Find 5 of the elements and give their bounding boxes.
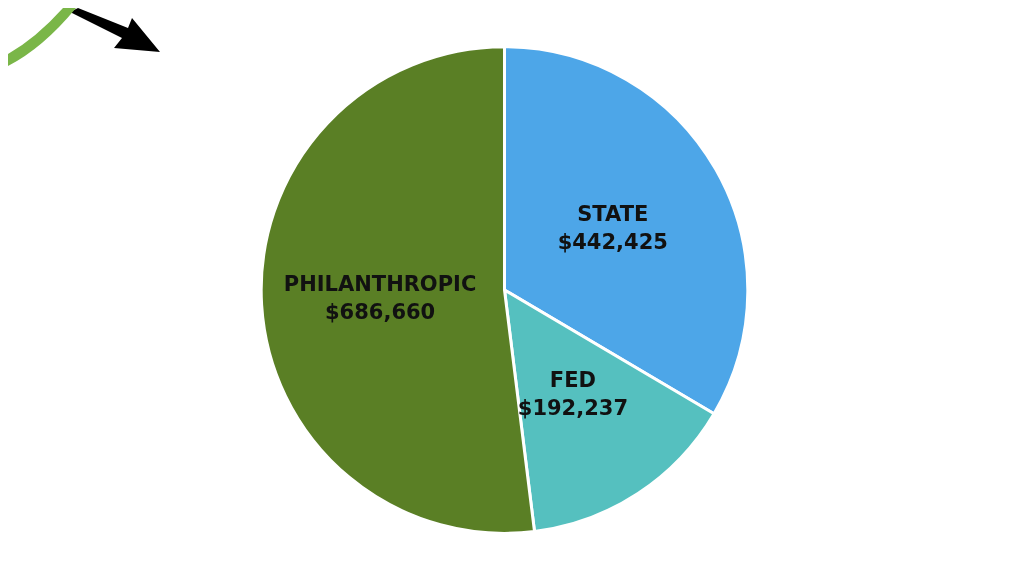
data-label: $686,660 — [324, 299, 436, 324]
slice-label: PHILANTHROPIC — [283, 271, 477, 296]
slice-label: STATE — [577, 202, 649, 227]
data-label: $442,425 — [557, 230, 668, 255]
slice-label: FED — [549, 368, 596, 393]
